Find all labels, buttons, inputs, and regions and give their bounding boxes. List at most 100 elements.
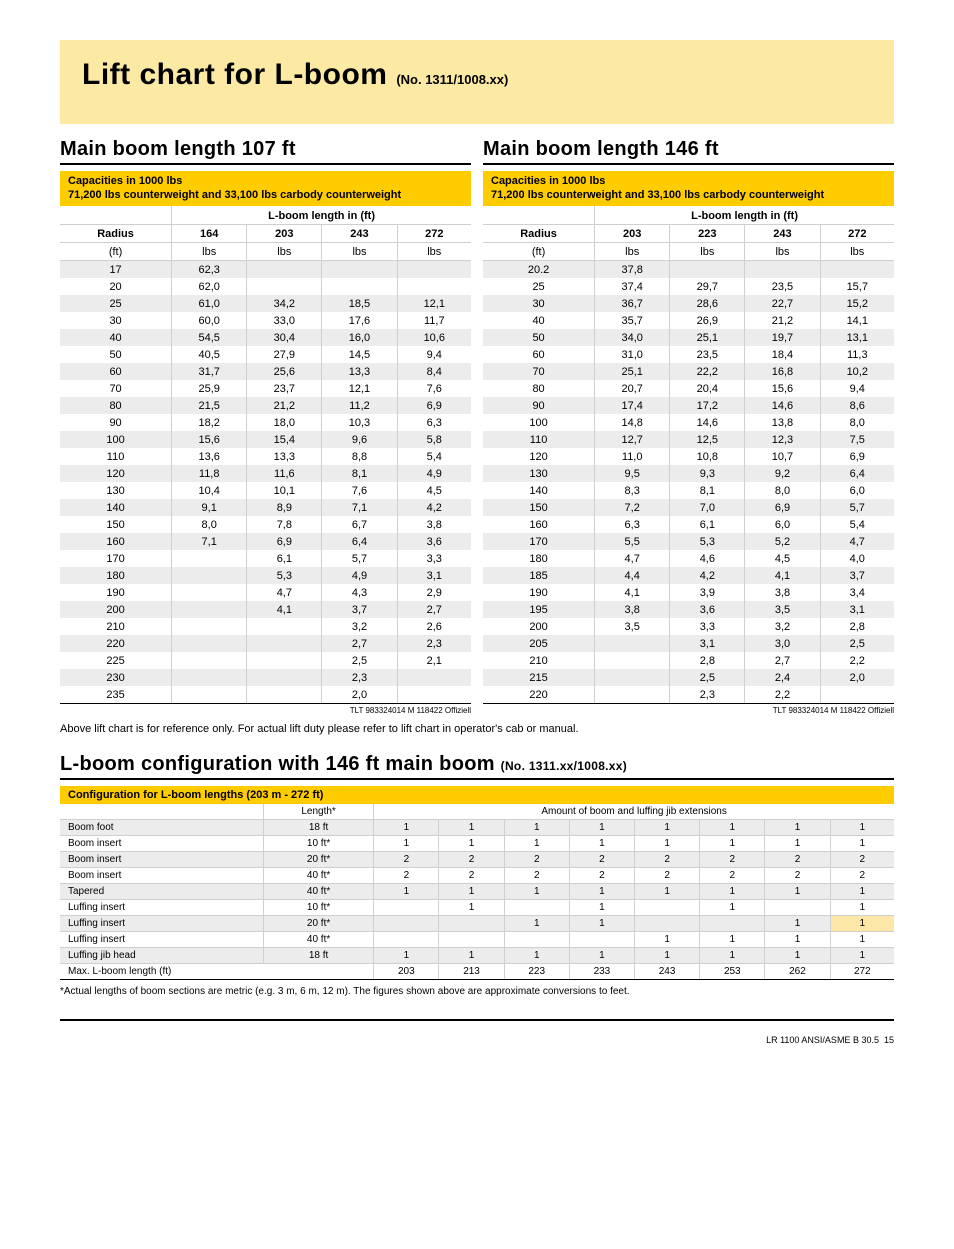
config-row: Luffing jib head18 ft11111111 — [60, 948, 894, 964]
config-row: Boom foot18 ft11111111 — [60, 820, 894, 836]
table-cell: 21,5 — [172, 397, 247, 414]
table-cell: 30 — [483, 295, 595, 312]
config-table-holder: Configuration for L-boom lengths (203 m … — [60, 786, 894, 980]
table-cell: 29,7 — [670, 278, 745, 295]
table-cell: 5,3 — [670, 533, 745, 550]
table-row: 12011,010,810,76,9 — [483, 448, 894, 465]
unit-cell: lbs — [322, 243, 397, 261]
config-cell: 1 — [569, 884, 634, 900]
config-cell: 1 — [504, 916, 569, 932]
config-cell: 1 — [700, 948, 765, 964]
config-cell: 1 — [504, 948, 569, 964]
unit-cell: lbs — [397, 243, 471, 261]
config-cell: 1 — [569, 948, 634, 964]
config-item-name: Boom foot — [60, 820, 263, 836]
config-cell: 2 — [569, 852, 634, 868]
table-cell: 17,4 — [595, 397, 670, 414]
table-cell: 37,4 — [595, 278, 670, 295]
table-cell: 4,7 — [820, 533, 894, 550]
table-cell: 195 — [483, 601, 595, 618]
unit-cell: (ft) — [483, 243, 595, 261]
table-cell: 7,1 — [172, 533, 247, 550]
table-cell: 4,9 — [397, 465, 471, 482]
table-cell: 90 — [483, 397, 595, 414]
table-cell: 16,8 — [745, 363, 820, 380]
config-table: Configuration for L-boom lengths (203 m … — [60, 786, 894, 980]
table-row: 9017,417,214,68,6 — [483, 397, 894, 414]
config-heading-text: L-boom configuration with 146 ft main bo… — [60, 753, 495, 775]
table-cell: 34,0 — [595, 329, 670, 346]
table-cell: 36,7 — [595, 295, 670, 312]
table-cell: 2,6 — [397, 618, 471, 635]
table-cell: 4,7 — [247, 584, 322, 601]
table-cell: 10,3 — [322, 414, 397, 431]
table-cell: 170 — [483, 533, 595, 550]
table-cell: 18,2 — [172, 414, 247, 431]
table-cell: 6,1 — [247, 550, 322, 567]
table-cell: 60 — [60, 363, 172, 380]
config-length: 40 ft* — [263, 868, 373, 884]
config-cell: 2 — [765, 852, 830, 868]
table-row: 1804,74,64,54,0 — [483, 550, 894, 567]
table-row: 1805,34,93,1 — [60, 567, 471, 584]
config-cell: 2 — [830, 852, 894, 868]
page-title: Lift chart for L-boom (No. 1311/1008.xx) — [82, 58, 872, 92]
table-cell: 25,1 — [595, 363, 670, 380]
table-cell: 15,4 — [247, 431, 322, 448]
config-total-cell: 233 — [569, 964, 634, 980]
config-length: 18 ft — [263, 820, 373, 836]
table-cell: 3,8 — [595, 601, 670, 618]
table-cell: 3,1 — [397, 567, 471, 584]
table-cell — [172, 618, 247, 635]
table-cell: 8,0 — [820, 414, 894, 431]
table-cell: 5,7 — [322, 550, 397, 567]
table-cell: 3,7 — [322, 601, 397, 618]
table-cell: 2,0 — [820, 669, 894, 686]
table-cell: 20 — [60, 278, 172, 295]
table-row: 12011,811,68,14,9 — [60, 465, 471, 482]
lift-table-left: Main boom length 107 ftCapacities in 100… — [60, 138, 471, 715]
config-cell: 1 — [374, 820, 439, 836]
table-cell: 210 — [60, 618, 172, 635]
table-row: 11013,613,38,85,4 — [60, 448, 471, 465]
table-cell: 200 — [60, 601, 172, 618]
title-band: Lift chart for L-boom (No. 1311/1008.xx) — [60, 40, 894, 124]
table-cell — [595, 652, 670, 669]
table-cell: 21,2 — [247, 397, 322, 414]
lift-heading: Main boom length 146 ft — [483, 138, 894, 165]
config-cell: 1 — [439, 900, 504, 916]
table-row: 1706,15,73,3 — [60, 550, 471, 567]
table-cell: 11,7 — [397, 312, 471, 329]
config-cell: 1 — [700, 836, 765, 852]
table-cell: 4,1 — [247, 601, 322, 618]
table-row: 1904,13,93,83,4 — [483, 584, 894, 601]
table-cell: 60,0 — [172, 312, 247, 329]
table-cell: 2,8 — [670, 652, 745, 669]
table-row: 1607,16,96,43,6 — [60, 533, 471, 550]
table-cell — [397, 278, 471, 295]
config-row: Luffing insert20 ft*1111 — [60, 916, 894, 932]
col-header: 203 — [247, 225, 322, 243]
table-cell: 4,1 — [595, 584, 670, 601]
config-cell: 2 — [569, 868, 634, 884]
table-cell: 9,4 — [397, 346, 471, 363]
config-cell: 1 — [765, 932, 830, 948]
table-cell: 25,1 — [670, 329, 745, 346]
config-length: 20 ft* — [263, 916, 373, 932]
table-cell — [745, 261, 820, 279]
config-item-name: Boom insert — [60, 868, 263, 884]
table-cell: 190 — [60, 584, 172, 601]
table-cell: 10,2 — [820, 363, 894, 380]
table-cell: 28,6 — [670, 295, 745, 312]
table-cell: 33,0 — [247, 312, 322, 329]
table-cell — [820, 686, 894, 703]
table-row: 1507,27,06,95,7 — [483, 499, 894, 516]
table-cell — [247, 635, 322, 652]
config-cell — [439, 916, 504, 932]
config-cell: 1 — [765, 948, 830, 964]
table-row: 7025,122,216,810,2 — [483, 363, 894, 380]
config-cell: 1 — [700, 884, 765, 900]
table-cell — [172, 686, 247, 703]
table-cell: 10,7 — [745, 448, 820, 465]
table-cell: 7,6 — [322, 482, 397, 499]
